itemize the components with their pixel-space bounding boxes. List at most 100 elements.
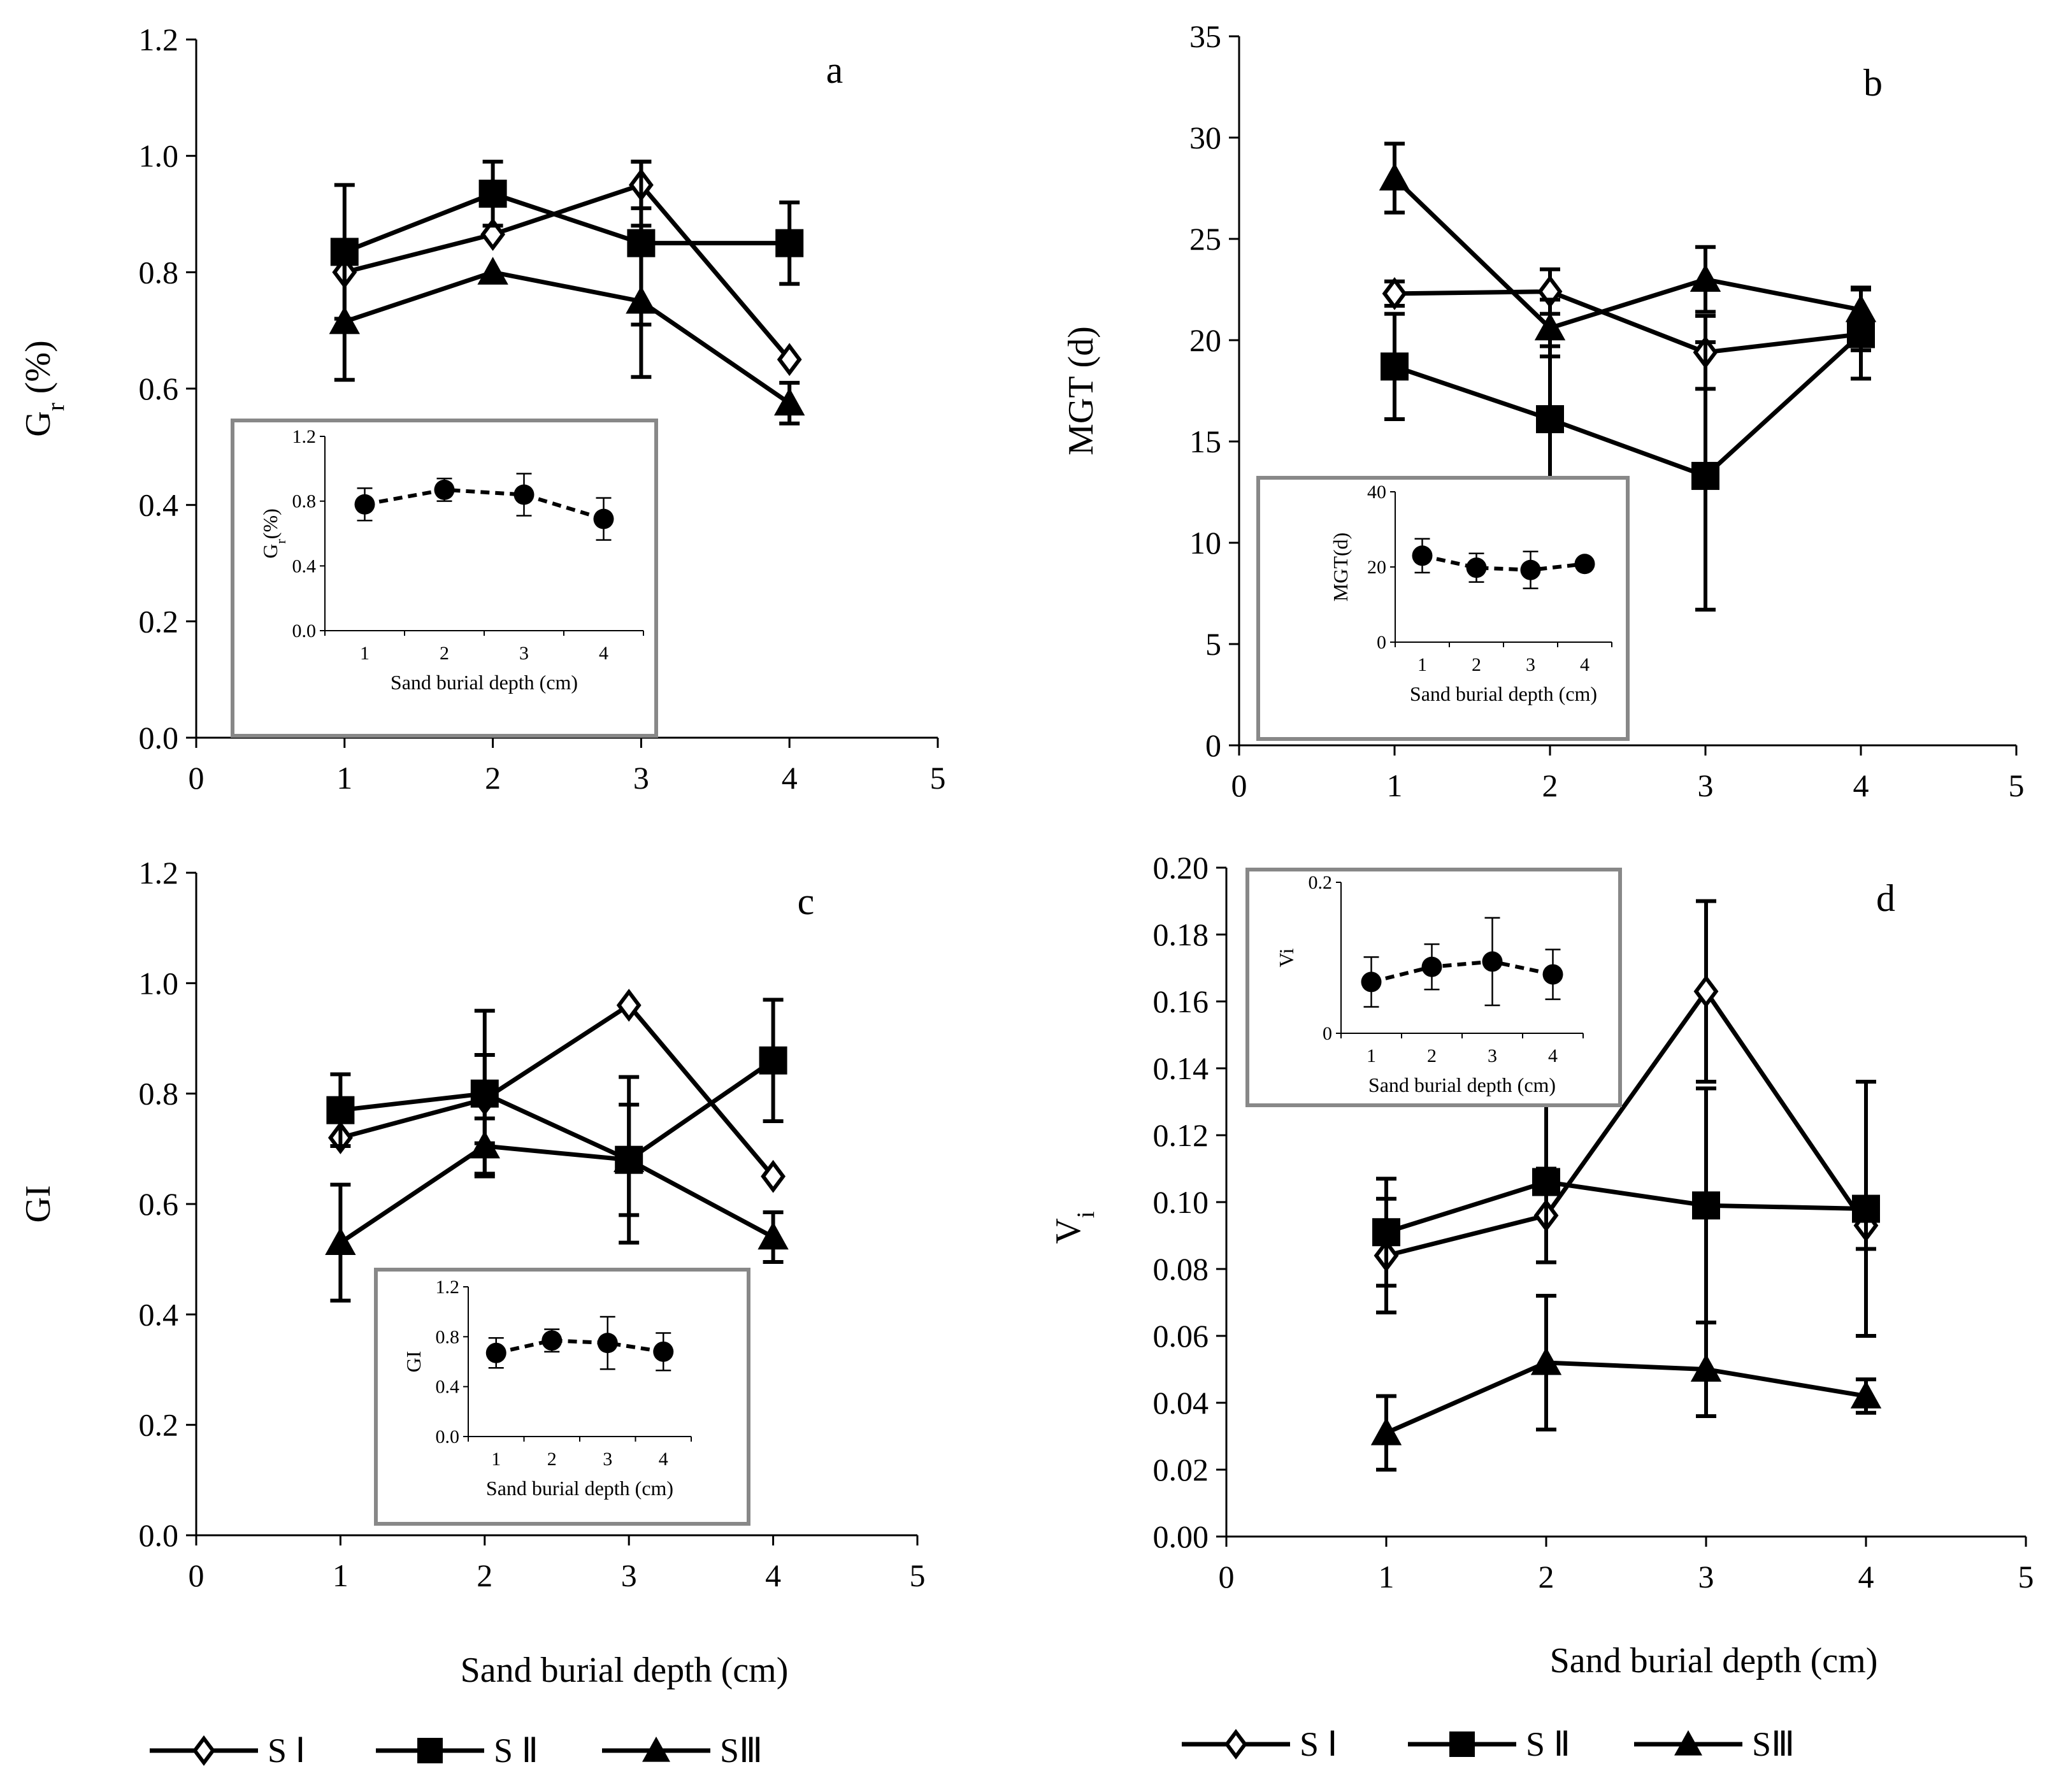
inset-chart: 0 20 40 1 2 3 4 Sand burial depth (cm) MGT(d) — [1256, 476, 1630, 741]
y-tick-label: 0.8 — [139, 254, 179, 290]
data-point — [1693, 975, 1719, 1008]
inset-y-axis-label: Vi — [1275, 948, 1298, 967]
y-tick-label: 10 — [1189, 525, 1221, 561]
y-tick-label: 0.08 — [1153, 1251, 1209, 1287]
y-axis-label: Gr (%) — [18, 340, 69, 436]
data-point — [1850, 1380, 1882, 1409]
inset-x-tick-label: 1 — [1367, 1045, 1376, 1066]
inset-y-tick-label: 0.8 — [436, 1326, 460, 1347]
inset-frame — [1245, 868, 1622, 1107]
legend-right: S Ⅰ S Ⅱ SⅢ — [1182, 1725, 1795, 1763]
inset-y-tick-label: 0 — [1323, 1023, 1332, 1044]
series-line — [1386, 987, 1868, 1258]
x-tick-label: 5 — [2009, 768, 2025, 803]
data-point — [1691, 462, 1719, 491]
series-line — [1393, 332, 1863, 479]
series-line — [339, 1143, 775, 1245]
legend-label: S Ⅰ — [268, 1731, 305, 1770]
y-tick-label: 0.6 — [139, 371, 179, 406]
inset-chart: 0 0.2 1 2 3 4 Sand burial depth (cm) Vi — [1245, 868, 1622, 1107]
series-line — [1394, 289, 1862, 355]
series-3 — [329, 224, 805, 426]
inset-chart: 0.0 0.4 0.8 1.2 1 2 3 4 Sand burial depth (cm) GI — [374, 1268, 750, 1526]
inset-x-tick-label: 1 — [1417, 654, 1427, 675]
y-tick-label: 0.02 — [1153, 1452, 1209, 1487]
legend-marker — [1449, 1731, 1475, 1757]
panel-letter: c — [798, 880, 815, 922]
inset-series-line — [364, 487, 605, 521]
panel-a: 0.0 0.2 0.4 0.6 0.8 1.0 1.2 0 1 2 3 4 5 Gr (%) a 0.0 0.4… — [18, 22, 946, 796]
y-tick-label: 0.4 — [139, 487, 179, 523]
y-tick-label: 25 — [1189, 221, 1221, 257]
y-tick-label: 35 — [1189, 18, 1221, 54]
inset-data-point — [1361, 971, 1382, 993]
y-tick-label: 5 — [1205, 626, 1221, 662]
y-tick-label: 0.2 — [139, 1407, 179, 1443]
data-point — [1379, 162, 1410, 190]
series-line — [1393, 176, 1862, 331]
x-tick-label: 4 — [1853, 768, 1869, 803]
series-line — [340, 1058, 775, 1163]
data-point — [1382, 276, 1407, 310]
inset-frame — [1256, 476, 1630, 741]
y-tick-label: 0.8 — [139, 1076, 179, 1112]
legend-marker — [1224, 1729, 1247, 1760]
y-tick-label: 20 — [1189, 322, 1221, 358]
inset-x-tick-label: 2 — [547, 1449, 557, 1470]
x-tick-label: 4 — [782, 760, 798, 796]
inset-data-point — [1574, 554, 1595, 575]
y-tick-label: 15 — [1189, 424, 1221, 459]
y-tick-label: 1.2 — [139, 22, 179, 57]
x-axis-label-left: Sand burial depth (cm) — [461, 1651, 789, 1690]
y-axis-label: Vi — [1049, 1211, 1100, 1244]
inset-x-tick-label: 4 — [1548, 1045, 1558, 1066]
y-tick-label: 1.2 — [139, 855, 179, 891]
panel-letter: d — [1876, 877, 1895, 919]
x-tick-label: 4 — [1858, 1559, 1874, 1595]
legend-item: S Ⅰ — [1182, 1725, 1337, 1763]
panel-letter: b — [1863, 62, 1883, 104]
data-point — [325, 1227, 356, 1256]
data-point — [1532, 1168, 1560, 1196]
series-3 — [1370, 1294, 1882, 1472]
y-tick-label: 0.12 — [1153, 1117, 1209, 1153]
series-line — [343, 269, 791, 405]
inset-x-tick-label: 3 — [1526, 654, 1535, 675]
inset-data-point — [513, 484, 535, 505]
data-point — [478, 180, 507, 208]
y-tick-label: 0.00 — [1153, 1519, 1209, 1554]
x-tick-label: 4 — [765, 1558, 781, 1593]
x-tick-label: 3 — [633, 760, 649, 796]
data-point — [1381, 352, 1409, 381]
legend-item: SⅢ — [1634, 1725, 1795, 1763]
data-point — [777, 343, 802, 376]
x-tick-label: 0 — [1231, 768, 1247, 803]
x-tick-label: 1 — [1379, 1559, 1395, 1595]
data-point — [761, 1159, 786, 1193]
inset-data-point — [1520, 559, 1541, 580]
legend-item: S Ⅰ — [150, 1731, 305, 1770]
series-line — [1385, 1360, 1867, 1435]
data-point — [326, 1096, 355, 1124]
data-point — [1845, 294, 1877, 322]
inset-data-point — [1412, 545, 1433, 566]
data-point — [774, 387, 805, 416]
data-point — [1534, 312, 1566, 341]
legend-label: S Ⅱ — [1526, 1725, 1570, 1763]
x-tick-label: 2 — [485, 760, 501, 796]
inset-x-tick-label: 2 — [1472, 654, 1481, 675]
inset-data-point — [1482, 951, 1503, 972]
data-point — [616, 989, 642, 1022]
x-tick-label: 1 — [336, 760, 352, 796]
inset-chart: 0.0 0.4 0.8 1.2 1 2 3 4 Sand burial depth (cm) Gr… — [231, 419, 658, 738]
x-tick-label: 3 — [1698, 1559, 1714, 1595]
inset-data-point — [1542, 964, 1563, 985]
inset-y-tick-label: 0.4 — [292, 556, 317, 577]
inset-y-tick-label: 0 — [1377, 632, 1386, 653]
inset-y-tick-label: 20 — [1367, 557, 1386, 578]
y-tick-label: 0.18 — [1153, 917, 1209, 952]
x-tick-label: 2 — [1539, 1559, 1554, 1595]
inset-data-point — [593, 508, 614, 529]
series-line — [343, 191, 790, 254]
